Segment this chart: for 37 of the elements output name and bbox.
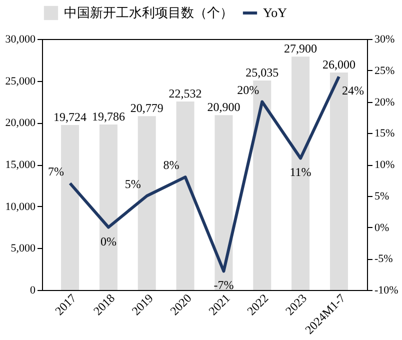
data-label: 27,900 (284, 42, 318, 56)
y2-tick-label: -10% (374, 284, 398, 296)
y2-tick-label: 30% (374, 34, 395, 46)
y-tick-label: 0 (30, 284, 36, 296)
data-label: -7% (214, 278, 234, 292)
y-tick-label: 30,000 (5, 34, 36, 46)
y2-tick-label: 5% (374, 190, 390, 202)
data-label: 20,900 (207, 100, 240, 114)
data-label: 7% (48, 164, 64, 178)
data-label: 20% (237, 82, 260, 97)
data-label: 26,000 (322, 57, 356, 72)
data-label: 24% (342, 84, 364, 98)
bar (214, 115, 233, 290)
legend-label: 中国新开工水利项目数（个） (64, 5, 233, 20)
y2-tick-label: -5% (374, 253, 393, 266)
data-label: 0% (100, 234, 116, 248)
y-tick-label: 20,000 (5, 117, 36, 130)
bar (292, 56, 310, 290)
y2-tick-label: 0% (374, 222, 390, 234)
data-label: 25,035 (246, 66, 279, 80)
data-label: 11% (290, 165, 312, 180)
y-tick-label: 25,000 (5, 75, 36, 88)
y-tick-label: 15,000 (5, 159, 36, 171)
data-label: 19,724 (54, 110, 87, 124)
y2-tick-label: 15% (374, 128, 395, 140)
bar (99, 124, 118, 290)
data-label: 8% (163, 158, 180, 172)
y2-tick-label: 20% (374, 96, 395, 108)
data-label: 20,779 (130, 101, 164, 116)
y2-tick-label: 25% (374, 64, 395, 77)
y-tick-label: 5,000 (10, 242, 36, 255)
y2-tick-label: 10% (374, 159, 395, 171)
data-label: 19,786 (92, 109, 125, 124)
y-tick-label: 10,000 (5, 200, 36, 213)
data-label: 5% (124, 176, 141, 191)
legend-label: YoY (263, 5, 288, 20)
data-label: 22,532 (168, 86, 202, 100)
